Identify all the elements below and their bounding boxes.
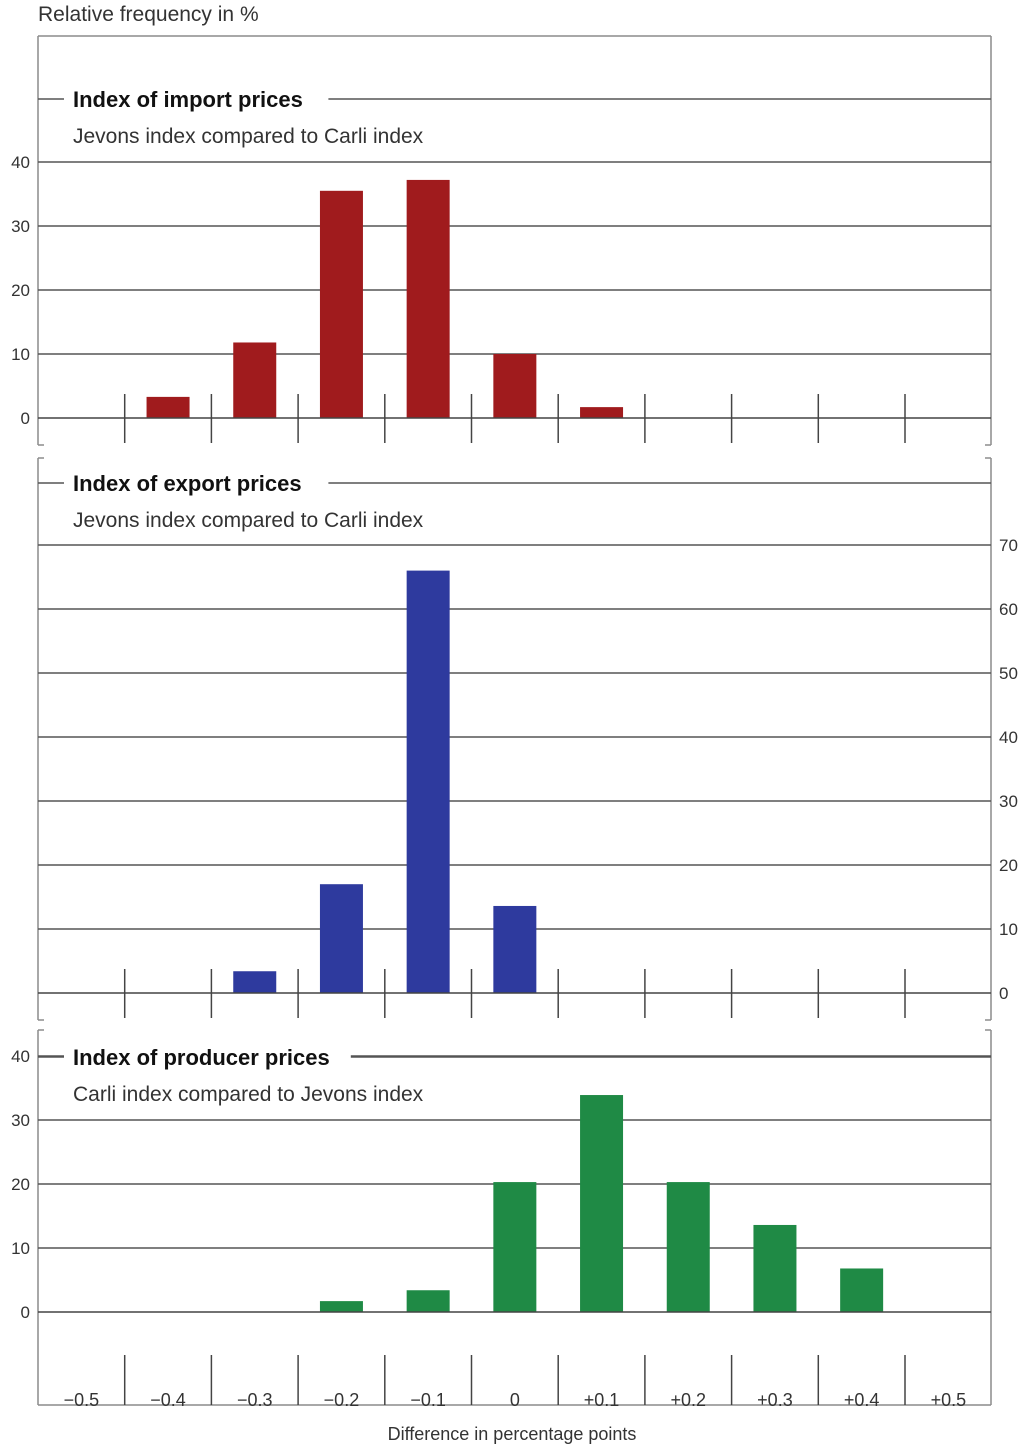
y-tick-label: 20 <box>999 856 1018 875</box>
panel-gap <box>35 445 41 458</box>
title-bg <box>64 83 329 113</box>
y-tick-label: 10 <box>11 345 30 364</box>
x-tick-label: −0.5 <box>64 1390 100 1410</box>
y-tick-label: 40 <box>11 153 30 172</box>
x-tick-label: −0.2 <box>324 1390 360 1410</box>
y-tick-label: 10 <box>11 1239 30 1258</box>
x-tick-label: +0.2 <box>670 1390 706 1410</box>
x-tick-label: −0.1 <box>410 1390 446 1410</box>
bar <box>580 1095 624 1312</box>
panel-subtitle: Jevons index compared to Carli index <box>73 509 424 532</box>
y-tick-label: 10 <box>999 920 1018 939</box>
x-tick-label: −0.4 <box>150 1390 186 1410</box>
x-tick-label: +0.1 <box>584 1390 620 1410</box>
panel-title: Index of export prices <box>73 471 302 496</box>
x-tick-label: +0.4 <box>844 1390 880 1410</box>
y-tick-label: 0 <box>21 1303 30 1322</box>
y-tick-label: 0 <box>999 984 1008 1003</box>
x-tick-label: −0.3 <box>237 1390 273 1410</box>
panel-gap <box>988 1020 994 1030</box>
bar <box>406 1290 450 1312</box>
bar <box>580 407 624 418</box>
bar <box>233 342 277 418</box>
bar <box>233 971 277 993</box>
panel-gap <box>988 445 994 458</box>
bar <box>319 1301 363 1312</box>
panel-title: Index of import prices <box>73 87 303 112</box>
panel-title: Index of producer prices <box>73 1045 330 1070</box>
x-tick-label: 0 <box>510 1390 520 1410</box>
y-tick-label: 40 <box>11 1047 30 1066</box>
y-tick-label: 30 <box>999 792 1018 811</box>
panel-subtitle: Carli index compared to Jevons index <box>73 1083 424 1106</box>
bar <box>319 190 363 418</box>
panel-subtitle: Jevons index compared to Carli index <box>73 125 424 148</box>
y-tick-label: 0 <box>21 409 30 428</box>
y-tick-label: 70 <box>999 536 1018 555</box>
bar <box>319 884 363 993</box>
x-axis-title: Difference in percentage points <box>387 1424 637 1444</box>
y-tick-label: 30 <box>11 1111 30 1130</box>
y-tick-label: 60 <box>999 600 1018 619</box>
x-tick-label: +0.5 <box>931 1390 967 1410</box>
bar <box>493 1182 537 1312</box>
x-tick-label: +0.3 <box>757 1390 793 1410</box>
y-tick-label: 20 <box>11 281 30 300</box>
bar <box>406 179 450 418</box>
bar <box>406 570 450 993</box>
y-tick-label: 30 <box>11 217 30 236</box>
title-bg <box>64 467 329 497</box>
y-tick-label: 40 <box>999 728 1018 747</box>
bar <box>753 1224 797 1312</box>
bar <box>146 396 190 418</box>
bar <box>666 1182 710 1312</box>
panel-gap <box>35 1020 41 1030</box>
y-tick-label: 50 <box>999 664 1018 683</box>
y-tick-label: 20 <box>11 1175 30 1194</box>
bar <box>493 905 537 993</box>
y-axis-title: Relative frequency in % <box>38 3 259 26</box>
bar <box>840 1268 884 1312</box>
title-bg <box>64 1041 351 1071</box>
bar <box>493 354 537 418</box>
